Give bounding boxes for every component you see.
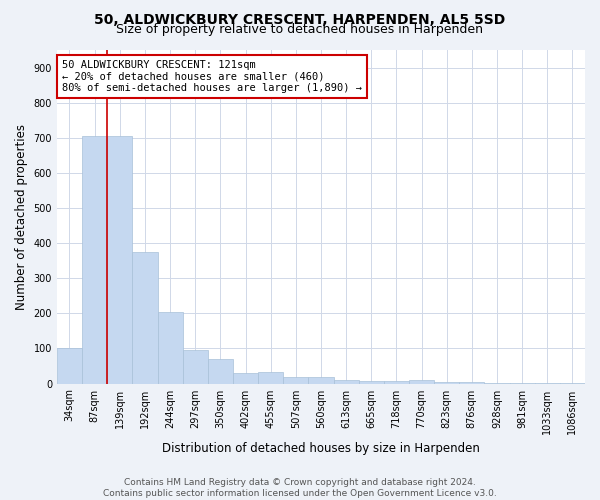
- Bar: [459, 382, 484, 384]
- Bar: [82, 136, 107, 384]
- Bar: [258, 372, 283, 384]
- Bar: [133, 252, 158, 384]
- Bar: [158, 312, 182, 384]
- Bar: [509, 383, 535, 384]
- Bar: [107, 136, 133, 384]
- Bar: [334, 380, 359, 384]
- Bar: [208, 359, 233, 384]
- Bar: [409, 380, 434, 384]
- Bar: [359, 380, 384, 384]
- Bar: [308, 376, 334, 384]
- Bar: [233, 373, 258, 384]
- Text: Contains HM Land Registry data © Crown copyright and database right 2024.
Contai: Contains HM Land Registry data © Crown c…: [103, 478, 497, 498]
- Text: 50, ALDWICKBURY CRESCENT, HARPENDEN, AL5 5SD: 50, ALDWICKBURY CRESCENT, HARPENDEN, AL5…: [94, 12, 506, 26]
- Text: 50 ALDWICKBURY CRESCENT: 121sqm
← 20% of detached houses are smaller (460)
80% o: 50 ALDWICKBURY CRESCENT: 121sqm ← 20% of…: [62, 60, 362, 93]
- Bar: [384, 380, 409, 384]
- Bar: [182, 350, 208, 384]
- Text: Size of property relative to detached houses in Harpenden: Size of property relative to detached ho…: [116, 22, 484, 36]
- Bar: [560, 383, 585, 384]
- Bar: [484, 383, 509, 384]
- Bar: [434, 382, 459, 384]
- Bar: [535, 383, 560, 384]
- Bar: [283, 376, 308, 384]
- Y-axis label: Number of detached properties: Number of detached properties: [15, 124, 28, 310]
- X-axis label: Distribution of detached houses by size in Harpenden: Distribution of detached houses by size …: [162, 442, 480, 455]
- Bar: [57, 348, 82, 384]
